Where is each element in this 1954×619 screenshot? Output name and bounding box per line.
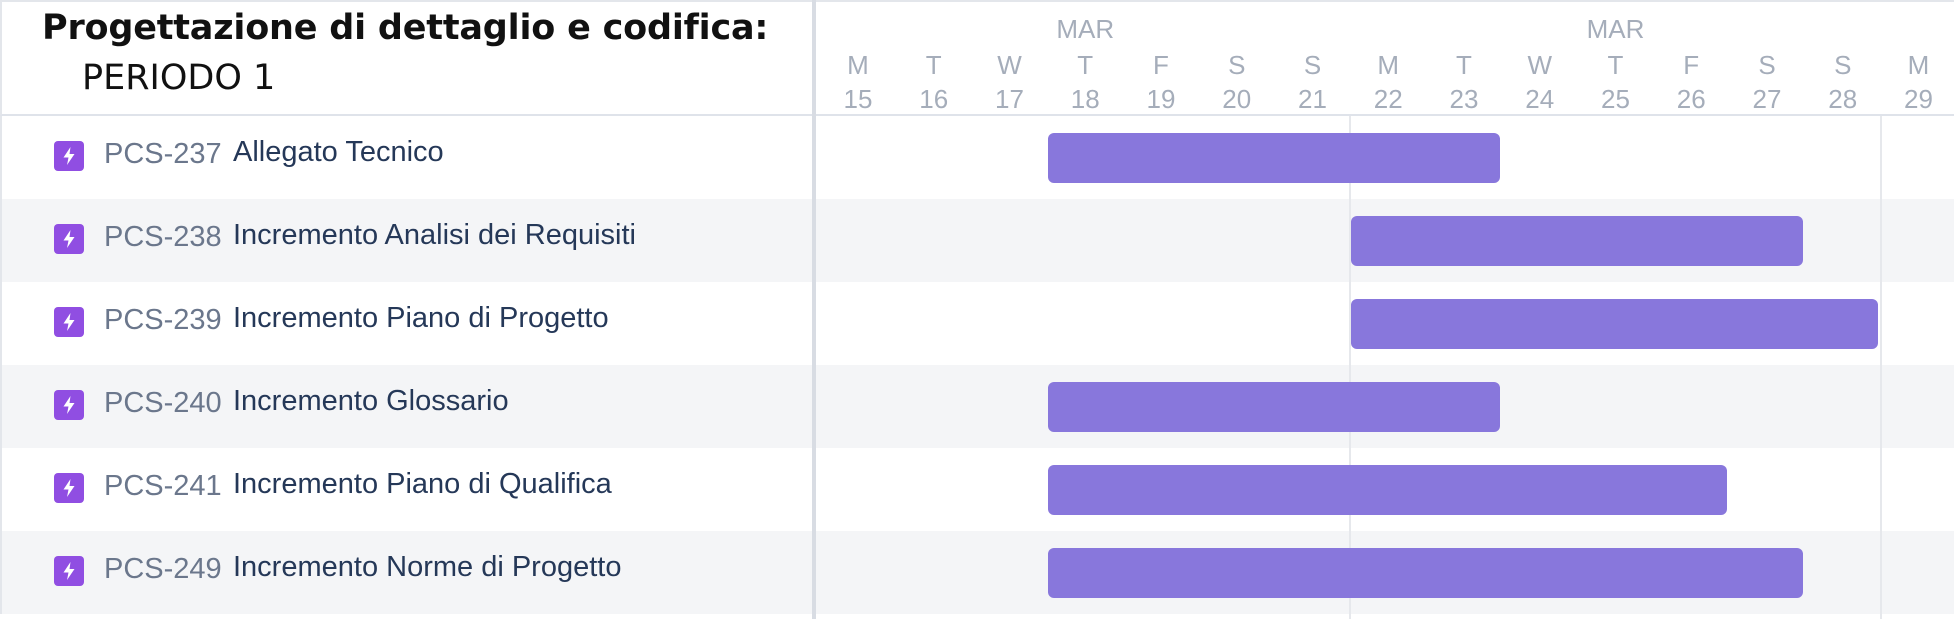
task-summary[interactable]: Incremento Piano di Qualifica — [233, 468, 612, 500]
task-row[interactable]: PCS-239 Incremento Piano di Progetto — [0, 282, 812, 365]
day-column-header: W 24 — [1510, 48, 1570, 116]
day-of-week-label: T — [1077, 50, 1094, 80]
task-key-link[interactable]: PCS-240 — [104, 387, 222, 419]
month-label: MAR — [1056, 14, 1115, 44]
day-of-week-label: M — [1377, 50, 1400, 80]
day-column-header: S 27 — [1737, 48, 1797, 116]
day-date-label: 17 — [995, 84, 1024, 114]
day-column-header: S 20 — [1207, 48, 1267, 116]
day-date-label: 16 — [919, 84, 949, 114]
task-summary[interactable]: Incremento Glossario — [233, 385, 509, 417]
lightning-icon — [54, 224, 84, 254]
day-date-label: 26 — [1676, 84, 1706, 114]
day-of-week-label: M — [847, 50, 869, 80]
day-date-label: 19 — [1146, 84, 1176, 114]
page-subtitle: PERIODO 1 — [82, 58, 276, 98]
week-separator — [1880, 0, 1882, 619]
task-key-link[interactable]: PCS-238 — [104, 221, 222, 253]
day-of-week-label: M — [1907, 50, 1930, 80]
week-separator — [1349, 0, 1351, 619]
day-of-week-label: T — [1456, 50, 1472, 80]
timeline-row — [816, 282, 1954, 365]
day-column-header: F 19 — [1131, 48, 1191, 116]
day-of-week-label: T — [1607, 50, 1624, 80]
task-key-link[interactable]: PCS-249 — [104, 553, 222, 585]
day-column-header: S 21 — [1283, 48, 1343, 116]
day-date-label: 22 — [1373, 84, 1403, 114]
task-row[interactable]: PCS-240 Incremento Glossario — [0, 365, 812, 448]
task-schedule-bar[interactable] — [1048, 465, 1727, 515]
task-summary[interactable]: Incremento Norme di Progetto — [233, 551, 622, 583]
timeline: MAR MAR M 15 T 16 W 17 T 18 F 19 S 20 S 21 M 22 T 23 W 24 T 25 F… — [816, 0, 1954, 619]
month-label: MAR — [1586, 14, 1645, 44]
task-summary[interactable]: Allegato Tecnico — [233, 136, 444, 168]
day-date-label: 23 — [1449, 84, 1479, 114]
day-date-label: 27 — [1752, 84, 1782, 114]
day-column-header: W 17 — [980, 48, 1040, 116]
day-column-header: F 26 — [1661, 48, 1721, 116]
timeline-row — [816, 116, 1954, 199]
lightning-icon — [54, 556, 84, 586]
lightning-icon — [54, 141, 84, 171]
day-date-label: 25 — [1601, 84, 1630, 114]
day-date-label: 20 — [1222, 84, 1252, 114]
day-column-header: M 15 — [828, 48, 888, 116]
task-row[interactable]: PCS-237 Allegato Tecnico — [0, 116, 812, 199]
task-schedule-bar[interactable] — [1048, 382, 1500, 432]
day-column-header: S 28 — [1813, 48, 1873, 116]
day-date-label: 21 — [1298, 84, 1327, 114]
task-row[interactable]: PCS-241 Incremento Piano di Qualifica — [0, 448, 812, 531]
task-schedule-bar[interactable] — [1351, 299, 1878, 349]
day-of-week-label: F — [1683, 50, 1700, 80]
lightning-icon — [54, 390, 84, 420]
day-of-week-label: S — [1228, 50, 1246, 80]
day-of-week-label: S — [1834, 50, 1852, 80]
day-of-week-label: S — [1758, 50, 1776, 80]
timeline-row — [816, 531, 1954, 614]
task-key-link[interactable]: PCS-237 — [104, 138, 222, 170]
day-of-week-label: W — [1527, 50, 1553, 80]
task-summary[interactable]: Incremento Analisi dei Requisiti — [233, 219, 636, 251]
day-column-header: T 18 — [1055, 48, 1115, 116]
panel-header: Progettazione di dettaglio e codifica: P… — [0, 0, 812, 116]
day-date-label: 24 — [1525, 84, 1555, 114]
task-schedule-bar[interactable] — [1048, 133, 1500, 183]
day-column-header: T 23 — [1434, 48, 1494, 116]
page-title: Progettazione di dettaglio e codifica: — [42, 8, 769, 48]
task-schedule-bar[interactable] — [1048, 548, 1803, 598]
day-column-header: T 25 — [1586, 48, 1646, 116]
day-date-label: 18 — [1070, 84, 1100, 114]
day-of-week-label: F — [1153, 50, 1169, 80]
timeline-row — [816, 448, 1954, 531]
timeline-row — [816, 199, 1954, 282]
task-row[interactable]: PCS-238 Incremento Analisi dei Requisiti — [0, 199, 812, 282]
timeline-header: MAR MAR M 15 T 16 W 17 T 18 F 19 S 20 S 21 M 22 T 23 W 24 T 25 F… — [816, 0, 1954, 116]
task-key-link[interactable]: PCS-239 — [104, 304, 222, 336]
day-column-header: M 22 — [1358, 48, 1418, 116]
day-of-week-label: S — [1303, 50, 1322, 80]
task-key-link[interactable]: PCS-241 — [104, 470, 222, 502]
day-date-label: 15 — [843, 84, 873, 114]
day-of-week-label: W — [997, 50, 1022, 80]
timeline-row — [816, 365, 1954, 448]
task-list-panel: Progettazione di dettaglio e codifica: P… — [0, 0, 816, 619]
task-row[interactable]: PCS-249 Incremento Norme di Progetto — [0, 531, 812, 614]
lightning-icon — [54, 473, 84, 503]
task-schedule-bar[interactable] — [1351, 216, 1803, 266]
task-summary[interactable]: Incremento Piano di Progetto — [233, 302, 609, 334]
day-column-header: T 16 — [904, 48, 964, 116]
day-column-header: M 29 — [1889, 48, 1949, 116]
day-date-label: 28 — [1828, 84, 1858, 114]
day-of-week-label: T — [925, 50, 942, 80]
day-date-label: 29 — [1904, 84, 1933, 114]
lightning-icon — [54, 307, 84, 337]
